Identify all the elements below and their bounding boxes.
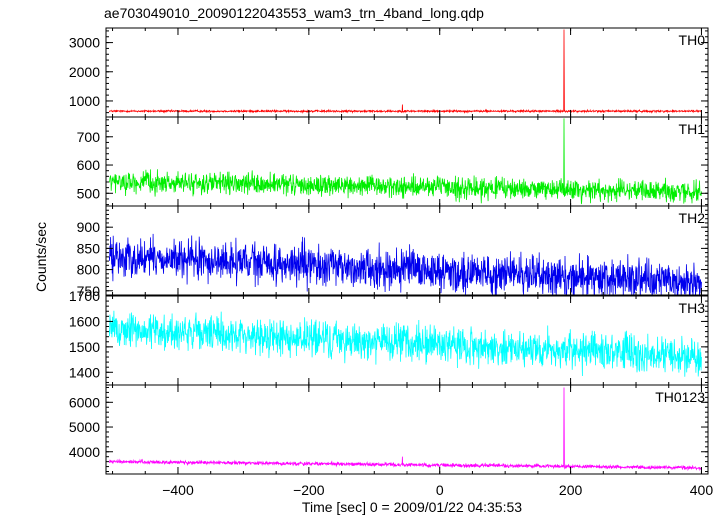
y-tick-label: 1000 (69, 93, 100, 109)
panel-label-th0: TH0 (679, 32, 706, 48)
series-line-th0 (108, 29, 702, 114)
panel-label-th3: TH3 (679, 300, 706, 316)
chart-title: ae703049010_20090122043553_wam3_trn_4ban… (104, 5, 484, 21)
y-tick-label: 800 (77, 262, 101, 278)
y-tick-label: 3000 (69, 35, 100, 51)
panel-th3: 1400 1500 1600 1700 TH3 (69, 288, 709, 386)
x-tick-label: 0 (436, 482, 444, 498)
panel-th2: 750 800 850 900 TH2 (77, 205, 709, 299)
y-tick-label: 1700 (69, 288, 100, 304)
panel-frame (105, 27, 709, 118)
panel-th0: 1000 2000 3000 TH0 (69, 27, 709, 118)
x-tick-label: −400 (162, 482, 194, 498)
panel-frame (105, 384, 709, 475)
panel-th0123: 4000 5000 6000 TH0123 (69, 384, 709, 475)
y-tick-label: 6000 (69, 394, 100, 410)
y-tick-label: 900 (77, 219, 101, 235)
y-tick-label: 5000 (69, 419, 100, 435)
panel-th1: 500 600 700 TH1 (77, 116, 709, 207)
series-line-th0123 (108, 387, 702, 472)
panel-label-th1: TH1 (679, 121, 706, 137)
series-line-th1 (108, 118, 702, 205)
x-axis-tick-labels: −400 −200 0 200 400 (162, 482, 713, 498)
y-tick-label: 500 (77, 185, 101, 201)
y-tick-label: 850 (77, 240, 101, 256)
panel-label-th2: TH2 (679, 210, 706, 226)
panel-frame (105, 116, 709, 207)
series-line-th3 (108, 310, 702, 377)
y-tick-label: 2000 (69, 64, 100, 80)
y-tick-label: 600 (77, 157, 101, 173)
y-axis-label: Counts/sec (33, 222, 49, 292)
y-tick-label: 1500 (69, 339, 100, 355)
x-axis-label: Time [sec] 0 = 2009/01/22 04:35:53 (302, 499, 522, 515)
x-tick-label: −200 (293, 482, 325, 498)
y-tick-label: 1400 (69, 364, 100, 380)
y-tick-label: 700 (77, 129, 101, 145)
y-tick-label: 750 (77, 283, 101, 299)
x-tick-label: 400 (690, 482, 714, 498)
x-tick-label: 200 (559, 482, 583, 498)
panel-label-th0123: TH0123 (655, 389, 705, 405)
y-tick-label: 1600 (69, 313, 100, 329)
panels: 1000 2000 3000 TH0 500 600 700 TH1 750 800 850 900 T… (69, 27, 709, 475)
y-tick-label: 4000 (69, 444, 100, 460)
series-line-th2 (108, 233, 702, 295)
